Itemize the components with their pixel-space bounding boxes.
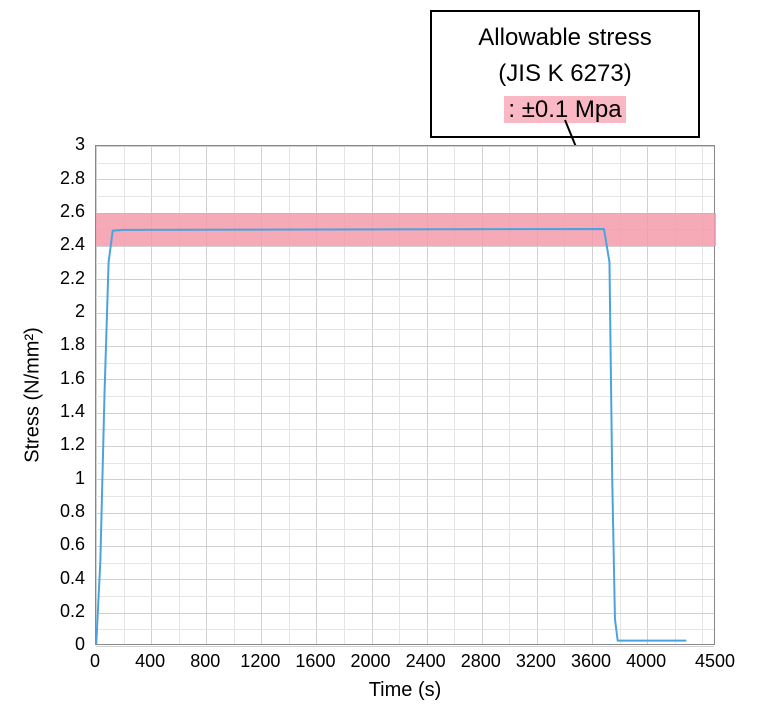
x-tick: 2000 [351,651,391,672]
stress-line-series [96,146,714,644]
x-tick: 3600 [571,651,611,672]
x-tick: 1600 [295,651,335,672]
x-tick: 400 [135,651,165,672]
x-tick: 0 [90,651,100,672]
x-axis-label: Time (s) [369,679,442,702]
x-tick: 2800 [461,651,501,672]
y-axis-label: Stress (N/mm²) [22,327,45,463]
x-tick: 800 [190,651,220,672]
x-tick: 3200 [516,651,556,672]
stress-time-chart: Allowable stress (JIS K 6273) : ±0.1 Mpa… [0,0,768,717]
x-tick: 2400 [406,651,446,672]
x-tick: 4000 [626,651,666,672]
x-tick: 4500 [695,651,735,672]
x-tick: 1200 [240,651,280,672]
plot-area [95,145,715,645]
